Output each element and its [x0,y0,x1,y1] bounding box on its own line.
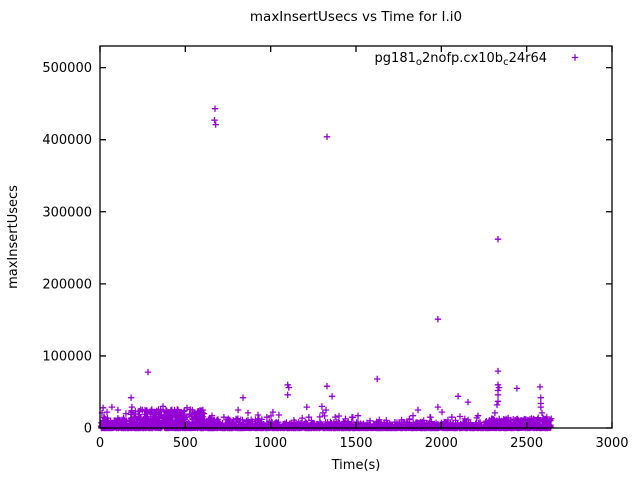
x-tick-label: 500 [173,436,198,451]
legend-entry: pg181o2nofp.cx10bc24r64 [375,51,579,68]
legend-label: pg181o2nofp.cx10bc24r64 [375,51,547,68]
x-tick-label: 1000 [254,436,287,451]
y-tick-label: 500000 [42,61,92,76]
y-tick-label: 200000 [42,277,92,292]
chart-title: maxInsertUsecs vs Time for I.i0 [250,9,462,25]
x-tick-label: 0 [96,436,104,451]
y-tick-label: 300000 [42,205,92,220]
y-tick-label: 400000 [42,133,92,148]
y-tick-label: 0 [84,422,92,437]
x-tick-label: 2000 [425,436,458,451]
scatter-points-outliers [98,105,551,426]
x-tick-label: 1500 [339,436,372,451]
y-tick-label: 100000 [42,349,92,364]
x-tick-labels: 0 500 1000 1500 2000 2500 3000 [96,436,629,451]
x-tick-label: 2500 [510,436,543,451]
x-tick-label: 3000 [595,436,628,451]
plot-axes [99,45,613,429]
legend-marker-plus-icon [571,54,579,61]
x-axis-label: Time(s) [331,458,381,473]
y-tick-labels: 0 100000 200000 300000 400000 500000 [42,61,92,436]
y-axis-label: maxInsertUsecs [6,185,21,289]
